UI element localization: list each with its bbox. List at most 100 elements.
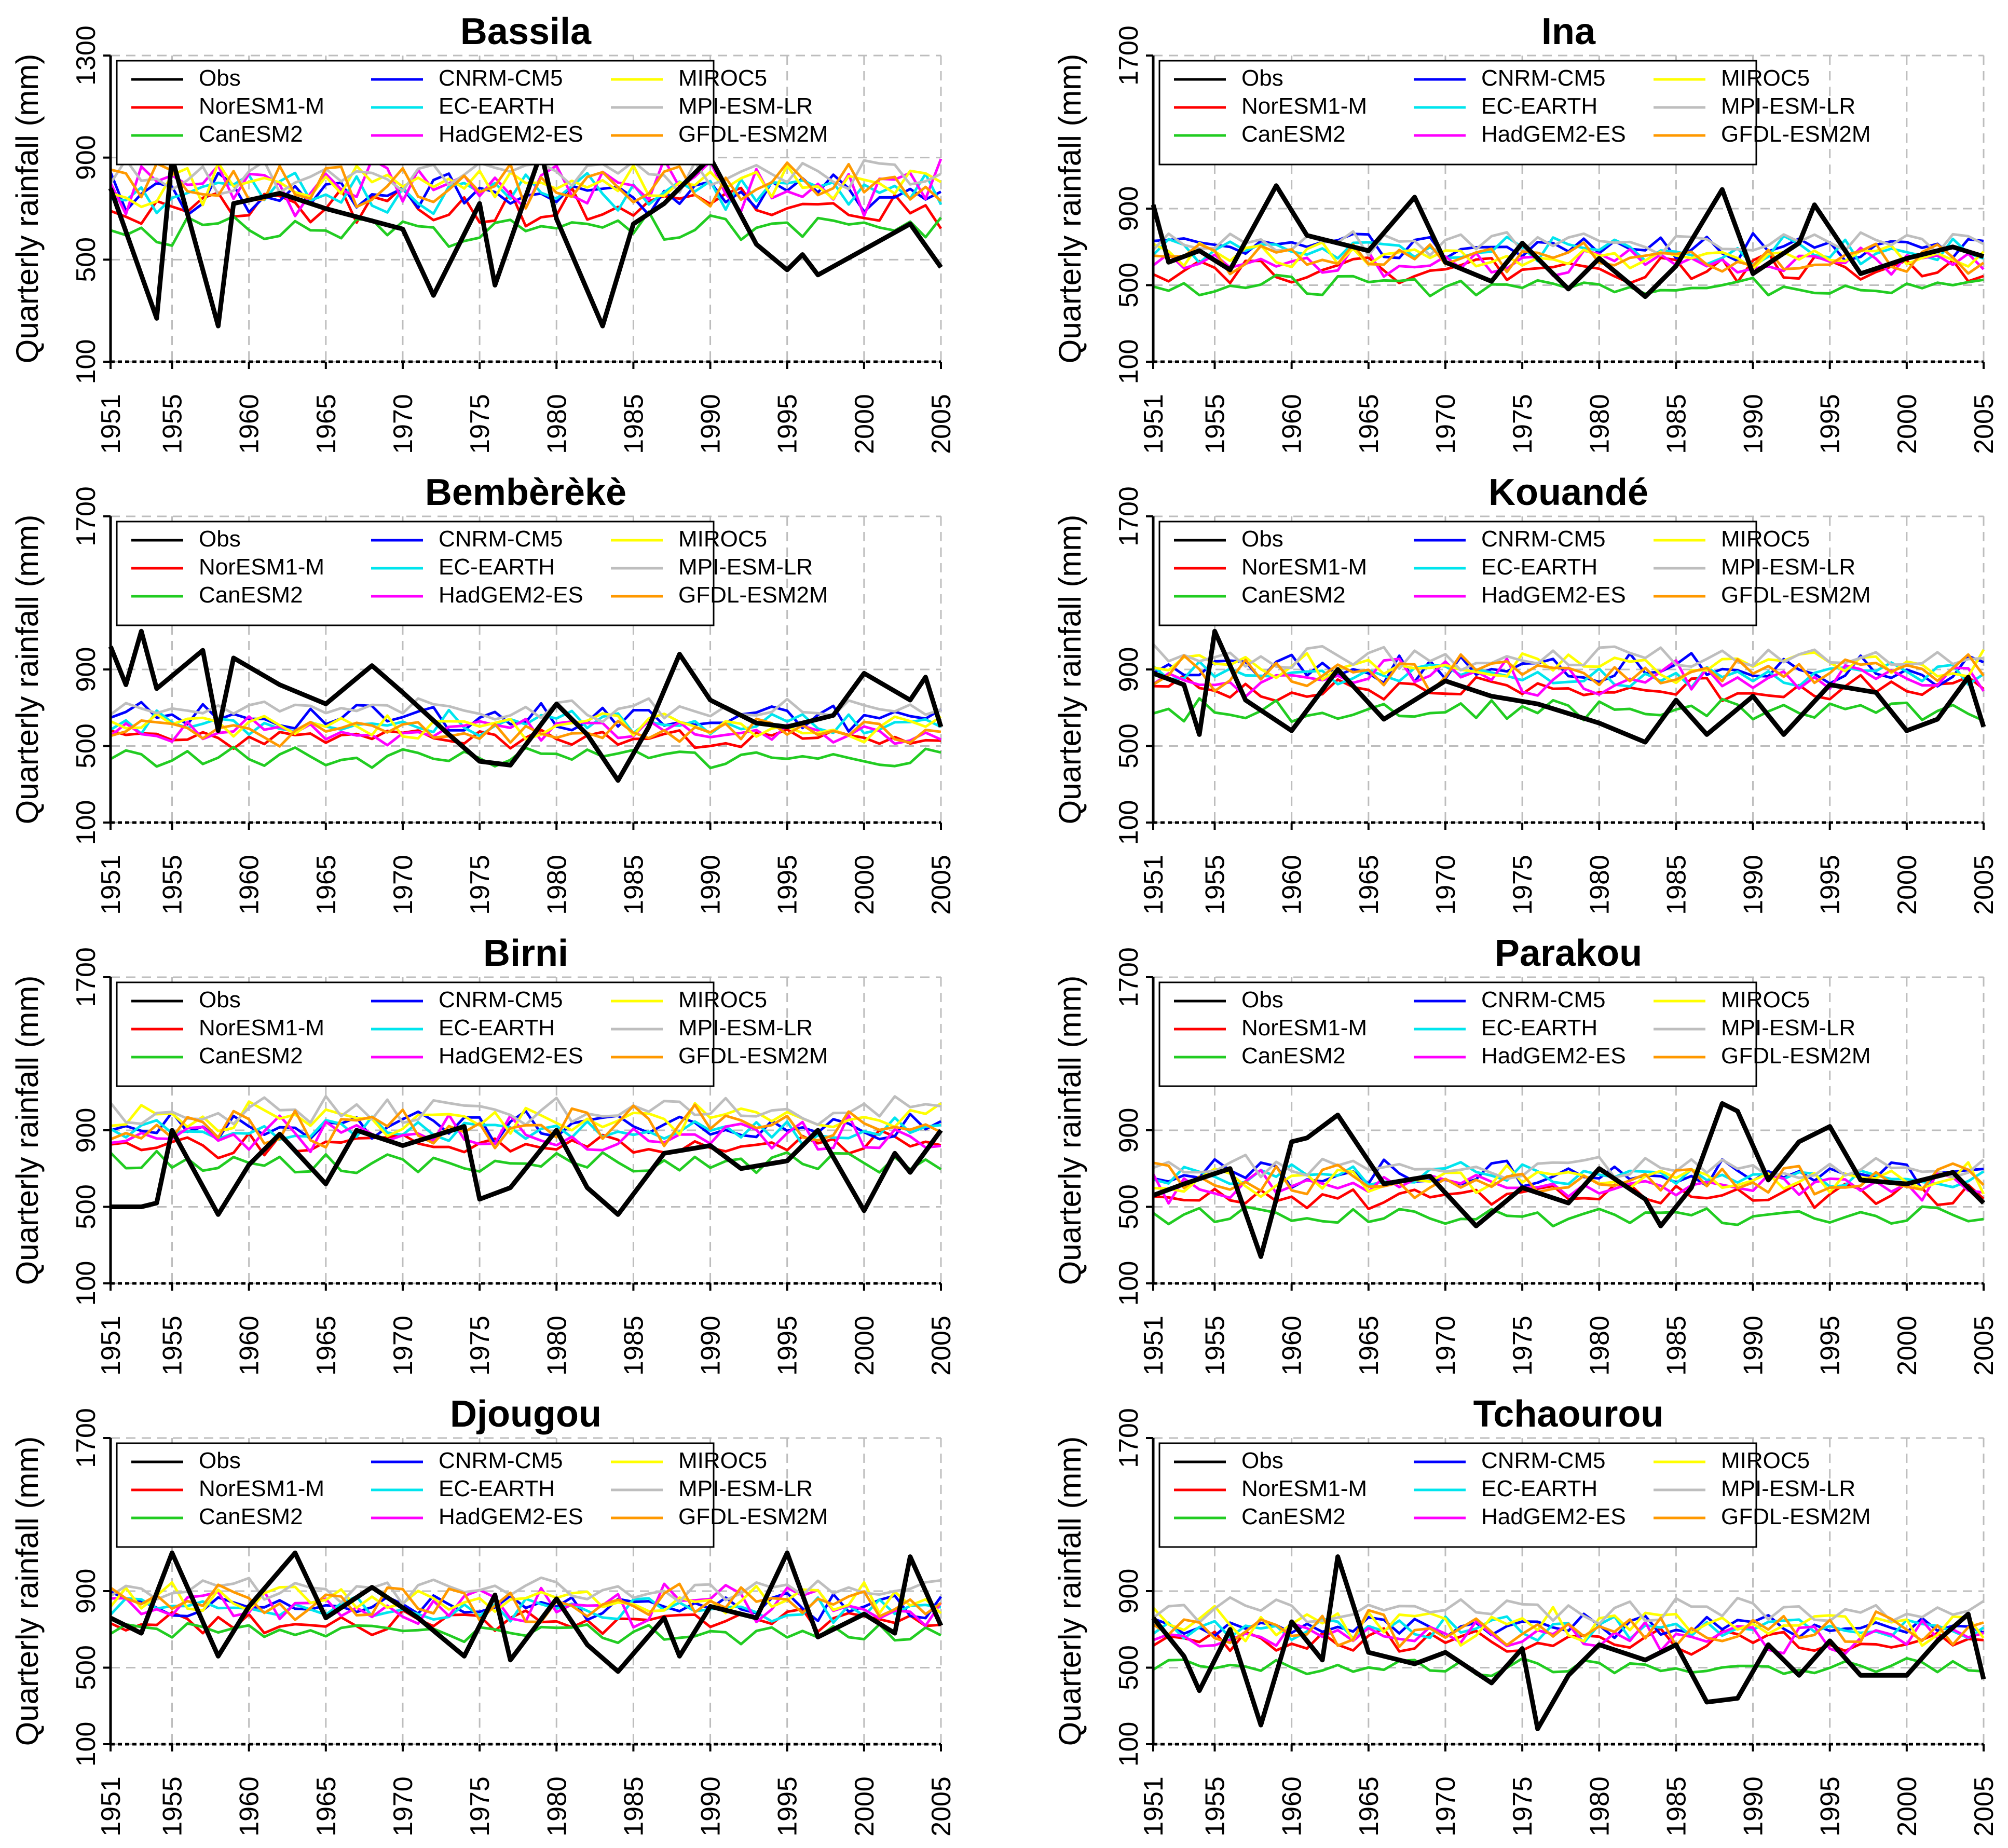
x-tick-label: 1970 [388, 1776, 418, 1837]
legend: ObsNorESM1-MCanESM2CNRM-CM5EC-EARTHHadGE… [116, 60, 828, 166]
series-line-miroc5 [1152, 241, 1985, 270]
x-tick-label: 1951 [1139, 855, 1169, 915]
x-tick-label: 1955 [1200, 855, 1231, 915]
legend-label-mpi-esm-lr: MPI-ESM-LR [678, 554, 813, 580]
legend-label-ec-earth: EC-EARTH [439, 1476, 555, 1501]
y-tick-label: 1700 [1114, 486, 1144, 546]
x-tick-label: 1980 [542, 855, 572, 915]
series-line-obs [111, 1124, 943, 1217]
legend-label-cnrm-cm5: CNRM-CM5 [439, 987, 563, 1012]
x-tick-label: 1960 [1277, 1316, 1307, 1376]
legend-label-miroc5: MIROC5 [1721, 526, 1810, 552]
series-line-cnrm-cm5 [110, 1110, 942, 1145]
chart-title: Parakou [1495, 933, 1642, 974]
legend-label-obs: Obs [1241, 526, 1283, 552]
y-axis-label: Quarterly rainfall (mm) [1053, 515, 1087, 825]
chart-title: Bassila [460, 11, 592, 52]
x-tick-label: 1955 [1200, 1316, 1231, 1376]
x-tick-label: 1980 [542, 1776, 572, 1837]
chart-panel-birni: Birni 100 500 900 1700 Quarterly rainfall (mm… [10, 933, 957, 1376]
chart-panel-parakou: Parakou 100 500 900 1700 Quarterly rainfall (… [1053, 933, 1999, 1376]
y-tick-label: 500 [1114, 263, 1144, 308]
series-line-mpi-esm-lr [1152, 1596, 1985, 1625]
series-line-gfdl-esm2m [1152, 1609, 1984, 1648]
legend-label-gfdl-esm2m: GFDL-ESM2M [1721, 121, 1870, 147]
x-tick-label: 1975 [1508, 1776, 1538, 1837]
chart-title: Kouandé [1488, 472, 1648, 513]
chart-title: Tchaourou [1473, 1393, 1664, 1435]
y-tick-label: 1700 [71, 1408, 101, 1468]
series-line-hadgem2-es [110, 1113, 941, 1154]
legend-label-mpi-esm-lr: MPI-ESM-LR [1721, 93, 1855, 119]
x-tick-label: 1995 [773, 1776, 803, 1837]
x-tick-label: 1960 [235, 1776, 265, 1837]
y-tick-label: 900 [71, 135, 101, 180]
x-tick-label: 1965 [1354, 855, 1384, 915]
x-tick-label: 1955 [1200, 394, 1231, 454]
series-line-gfdl-esm2m [1152, 653, 1985, 693]
x-tick-label: 1965 [311, 855, 342, 915]
x-tick-label: 1985 [1661, 1776, 1691, 1837]
series-line-canesm2 [110, 1622, 942, 1646]
x-tick-label: 1951 [1139, 1316, 1169, 1376]
series-line-hadgem2-es [1152, 1169, 1984, 1205]
legend-box [1158, 981, 1757, 1087]
y-tick-label: 1700 [1114, 1408, 1144, 1468]
y-tick-label: 500 [71, 1645, 101, 1690]
series-line-obs [108, 628, 944, 783]
legend-label-hadgem2-es: HadGEM2-ES [439, 1504, 583, 1529]
legend-label-cnrm-cm5: CNRM-CM5 [1481, 65, 1606, 91]
series-line-canesm2 [110, 210, 942, 248]
y-axis-label: Quarterly rainfall (mm) [10, 515, 45, 825]
legend-label-cnrm-cm5: CNRM-CM5 [1481, 526, 1606, 552]
legend-box [116, 981, 715, 1087]
x-tick-label: 1965 [1354, 394, 1384, 454]
series-line-obs [1151, 1554, 1986, 1731]
legend: ObsNorESM1-MCanESM2CNRM-CM5EC-EARTHHadGE… [1158, 1442, 1870, 1548]
x-tick-label: 1995 [773, 855, 803, 915]
x-tick-label: 1990 [696, 1776, 726, 1837]
chart-panel-kouande: Kouandé 100 500 900 1700 Quarterly rainfall (… [1053, 472, 1999, 915]
series-line-miroc5 [110, 712, 942, 744]
legend-label-ec-earth: EC-EARTH [439, 93, 555, 119]
x-tick-label: 2005 [926, 855, 957, 915]
y-tick-label: 500 [71, 237, 101, 282]
x-tick-label: 1951 [96, 1776, 126, 1837]
series-line-gfdl-esm2m [110, 1582, 942, 1623]
legend-label-hadgem2-es: HadGEM2-ES [439, 582, 583, 608]
x-tick-label: 1965 [1354, 1316, 1384, 1376]
y-tick-label: 500 [71, 1184, 101, 1229]
x-tick-label: 1990 [696, 1316, 726, 1376]
y-tick-label: 1700 [71, 486, 101, 546]
x-tick-label: 2000 [850, 855, 880, 915]
legend-label-mpi-esm-lr: MPI-ESM-LR [1721, 1476, 1855, 1501]
x-tick-label: 2005 [1969, 1316, 1999, 1376]
legend-label-obs: Obs [199, 65, 241, 91]
series-line-ec-earth [1152, 235, 1984, 267]
y-tick-label: 500 [1114, 1645, 1144, 1690]
x-tick-label: 1975 [465, 1776, 495, 1837]
series-line-obs [109, 1550, 944, 1674]
y-axis-label: Quarterly rainfall (mm) [1053, 976, 1087, 1285]
chart-title: Bembèrèkè [425, 472, 626, 513]
series-line-cnrm-cm5 [1152, 652, 1984, 688]
series-line-gfdl-esm2m [1153, 1161, 1985, 1199]
legend-label-miroc5: MIROC5 [1721, 987, 1810, 1012]
legend-label-canesm2: CanESM2 [1241, 582, 1346, 608]
x-tick-label: 2000 [850, 1316, 880, 1376]
x-tick-label: 1995 [1815, 394, 1846, 454]
legend-box [1158, 1442, 1757, 1548]
series-line-mpi-esm-lr [1152, 643, 1984, 672]
x-tick-label: 1980 [1584, 394, 1615, 454]
x-tick-label: 1990 [1739, 855, 1769, 915]
x-tick-label: 1955 [158, 1316, 188, 1376]
x-tick-label: 1990 [696, 855, 726, 915]
chart-panel-bassila: Bassila 100 500 900 1300 Quarterly rainfall (… [10, 11, 957, 454]
legend-label-obs: Obs [199, 987, 241, 1012]
chart-title: Ina [1541, 11, 1596, 52]
legend: ObsNorESM1-MCanESM2CNRM-CM5EC-EARTHHadGE… [1158, 981, 1870, 1087]
legend-label-obs: Obs [1241, 1448, 1283, 1473]
legend-label-canesm2: CanESM2 [1241, 1504, 1346, 1529]
legend-label-noresm1-m: NorESM1-M [199, 554, 324, 580]
